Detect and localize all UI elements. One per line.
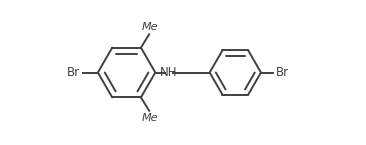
- Text: Br: Br: [276, 66, 289, 79]
- Text: Me: Me: [142, 22, 158, 32]
- Text: Br: Br: [67, 66, 81, 79]
- Text: NH: NH: [160, 66, 178, 79]
- Text: Me: Me: [142, 113, 158, 123]
